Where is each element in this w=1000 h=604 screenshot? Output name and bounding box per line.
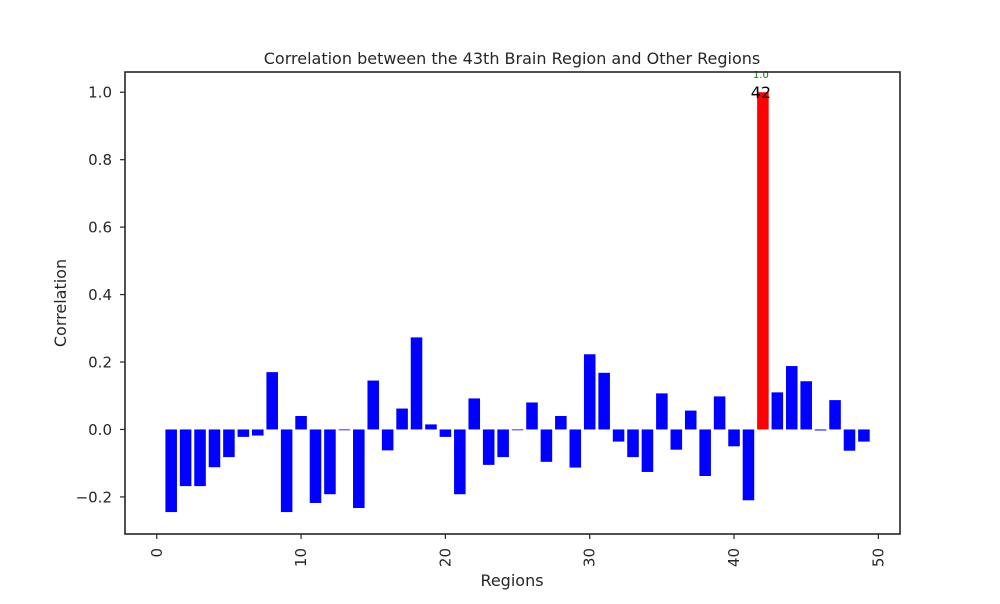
bar [468,398,481,430]
bar [194,429,206,487]
x-axis-label: Regions [480,571,543,590]
bar [396,408,408,430]
bar [742,429,755,501]
bar [353,429,365,509]
bar [324,429,336,495]
bar [295,415,307,430]
bar [713,396,726,430]
y-axis-label: Correlation [51,259,70,347]
y-tick-label: 0.2 [88,354,112,372]
y-tick-label: 0.6 [88,219,112,237]
x-tick-label: 10 [292,548,310,567]
y-tick-label: −0.2 [76,488,112,506]
bar [598,372,610,430]
y-tick-label: 0.0 [88,421,112,439]
chart-title: Correlation between the 43th Brain Regio… [264,49,761,68]
bar [367,380,380,430]
bar [829,400,841,430]
x-axis-ticks: 0 10 20 30 40 50 [148,534,887,567]
x-tick-label: 50 [869,548,887,567]
bar [338,429,351,431]
bar [641,429,654,472]
x-tick-label: 20 [436,548,454,567]
bar [165,429,177,513]
bar [771,392,784,430]
bar [555,415,567,430]
bar-highlight [757,92,769,430]
highlight-value-label: 1.0 [753,70,769,81]
bar [482,429,495,465]
bar [814,429,827,431]
bar [223,429,235,458]
bars [165,92,870,513]
x-tick-label: 40 [725,548,743,567]
bar [569,429,582,468]
bar [540,429,553,462]
bar [410,337,423,430]
bar [208,429,221,468]
bar [381,429,394,451]
bar [309,429,322,503]
bar [858,429,870,442]
x-tick-label: 30 [581,548,599,567]
bar [280,429,293,513]
bar [252,429,264,436]
bar [237,429,250,437]
bar [439,429,452,437]
plot-area-frame [124,71,901,535]
y-tick-label: 0.8 [88,151,112,169]
bar [656,393,668,430]
annotations: 1.042 [751,70,771,102]
bar [425,424,437,430]
bar [728,429,740,447]
bar [179,429,192,487]
bar [699,429,711,476]
bar [843,429,856,451]
bar [670,429,683,450]
bar [454,429,466,495]
bar [800,381,812,430]
bar [785,366,798,430]
bar [526,402,538,430]
y-tick-label: 1.0 [88,84,112,102]
bar [266,372,278,430]
bar [511,429,524,431]
y-tick-label: 0.4 [88,286,112,304]
bar [497,429,509,458]
x-tick-label: 0 [148,548,166,558]
y-axis-ticks: −0.2 0.0 0.2 0.4 0.6 0.8 1.0 [76,84,125,506]
highlight-index-label: 42 [751,83,771,102]
bar [583,354,596,430]
bar [684,410,697,430]
bar [612,429,625,442]
bar [627,429,639,458]
